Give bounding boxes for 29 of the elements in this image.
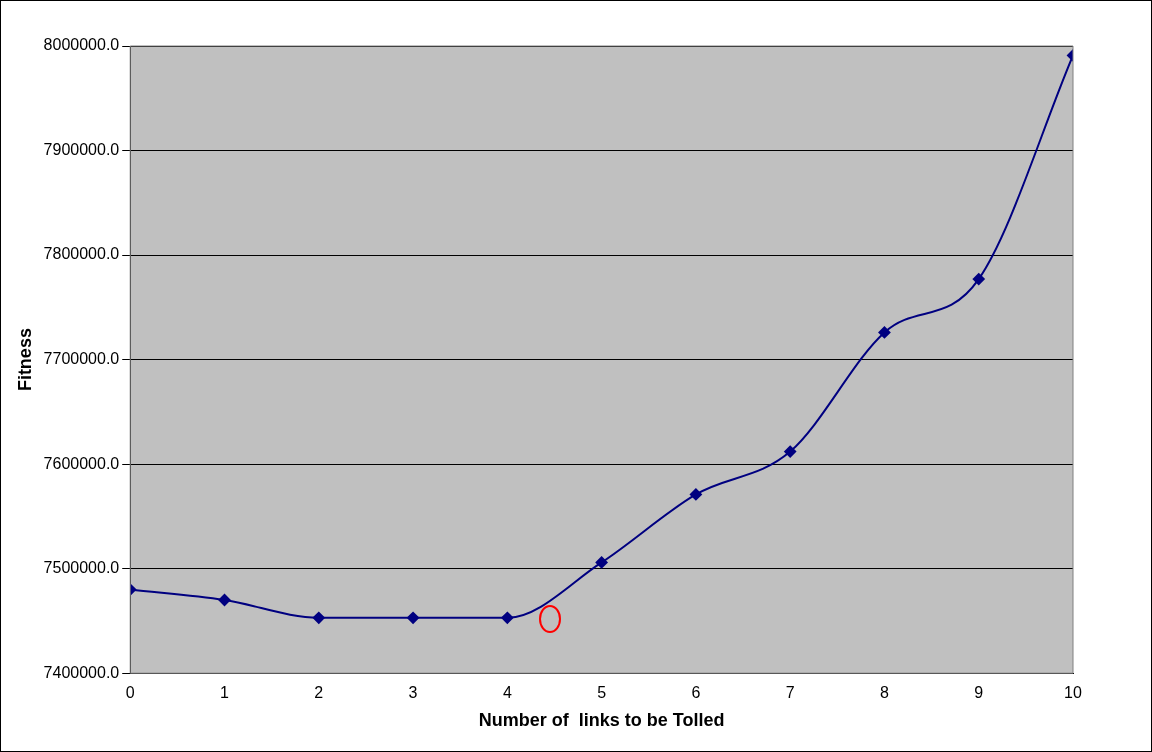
point — [784, 445, 797, 458]
point — [312, 611, 325, 624]
x-tick-label: 7 — [785, 684, 795, 702]
x-tick-label: 10 — [1064, 684, 1082, 702]
x-tick-label: 6 — [691, 684, 701, 702]
point — [218, 594, 231, 607]
y-tick-label: 7700000.0 — [43, 350, 120, 368]
y-tick-label: 7600000.0 — [43, 454, 120, 472]
point — [407, 611, 420, 624]
point — [689, 488, 702, 501]
x-axis-title: Number of links to be Tolled — [478, 710, 725, 731]
y-axis-title: Fitness — [14, 328, 35, 392]
y-tick-label: 7900000.0 — [43, 140, 120, 158]
x-tick-label: 2 — [314, 684, 324, 702]
point — [595, 556, 608, 569]
x-tick-label: 3 — [408, 684, 418, 702]
point — [972, 273, 985, 286]
x-tick-label: 9 — [974, 684, 984, 702]
y-tick-label: 7400000.0 — [43, 663, 120, 681]
x-tick-label: 5 — [597, 684, 607, 702]
x-tick-label: 4 — [502, 684, 512, 702]
y-tick-label: 7500000.0 — [43, 559, 120, 577]
x-tick-label: 0 — [125, 684, 135, 702]
point — [501, 611, 514, 624]
point — [878, 326, 891, 339]
y-tick-label: 8000000.0 — [43, 36, 120, 54]
x-tick-label: 8 — [879, 684, 889, 702]
x-tick-label: 1 — [220, 684, 230, 702]
y-tick-label: 7800000.0 — [43, 245, 120, 263]
